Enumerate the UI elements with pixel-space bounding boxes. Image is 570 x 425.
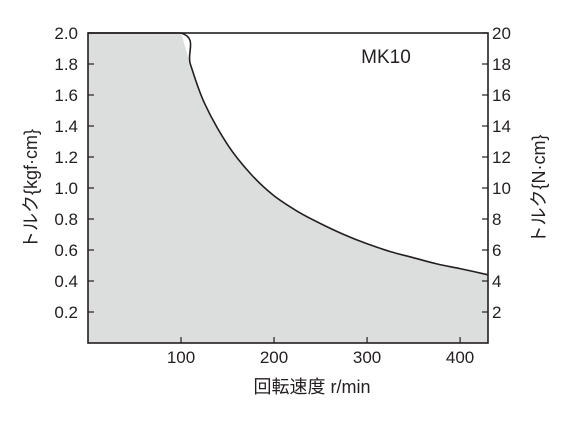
y-left-tick-label: 2.0	[54, 24, 78, 43]
x-tick-label: 400	[446, 348, 474, 367]
x-tick-label: 200	[260, 348, 288, 367]
y-left-tick-label: 1.0	[54, 179, 78, 198]
y-axis-label-right: トルク{N·cm}	[529, 134, 549, 243]
y-axis-label-left: トルク{kgf·cm}	[21, 129, 41, 249]
chart-annotation: MK10	[361, 47, 411, 68]
y-left-tick-label: 0.2	[54, 303, 78, 322]
x-tick-label: 300	[353, 348, 381, 367]
y-right-tick-label: 8	[492, 210, 501, 229]
y-left-tick-label: 0.8	[54, 210, 78, 229]
y-right-tick-label: 18	[492, 55, 511, 74]
y-right-tick-label: 10	[492, 179, 511, 198]
y-right-tick-label: 6	[492, 241, 501, 260]
y-right-tick-label: 4	[492, 272, 501, 291]
torque-curve	[88, 32, 489, 276]
y-left-tick-label: 1.6	[54, 86, 78, 105]
y-left-tick-label: 1.2	[54, 148, 78, 167]
y-right-tick-label: 2	[492, 303, 501, 322]
torque-area	[88, 33, 488, 343]
y-right-tick-label: 16	[492, 86, 511, 105]
y-left-tick-label: 1.4	[54, 117, 78, 136]
y-left-tick-label: 1.8	[54, 55, 78, 74]
x-tick-label: 100	[167, 348, 195, 367]
y-right-tick-label: 12	[492, 148, 511, 167]
y-right-tick-label: 14	[492, 117, 511, 136]
y-right-tick-label: 20	[492, 24, 511, 43]
y-left-tick-label: 0.6	[54, 241, 78, 260]
x-axis-label: 回転速度 r/min	[254, 377, 371, 397]
y-left-tick-label: 0.4	[54, 272, 78, 291]
